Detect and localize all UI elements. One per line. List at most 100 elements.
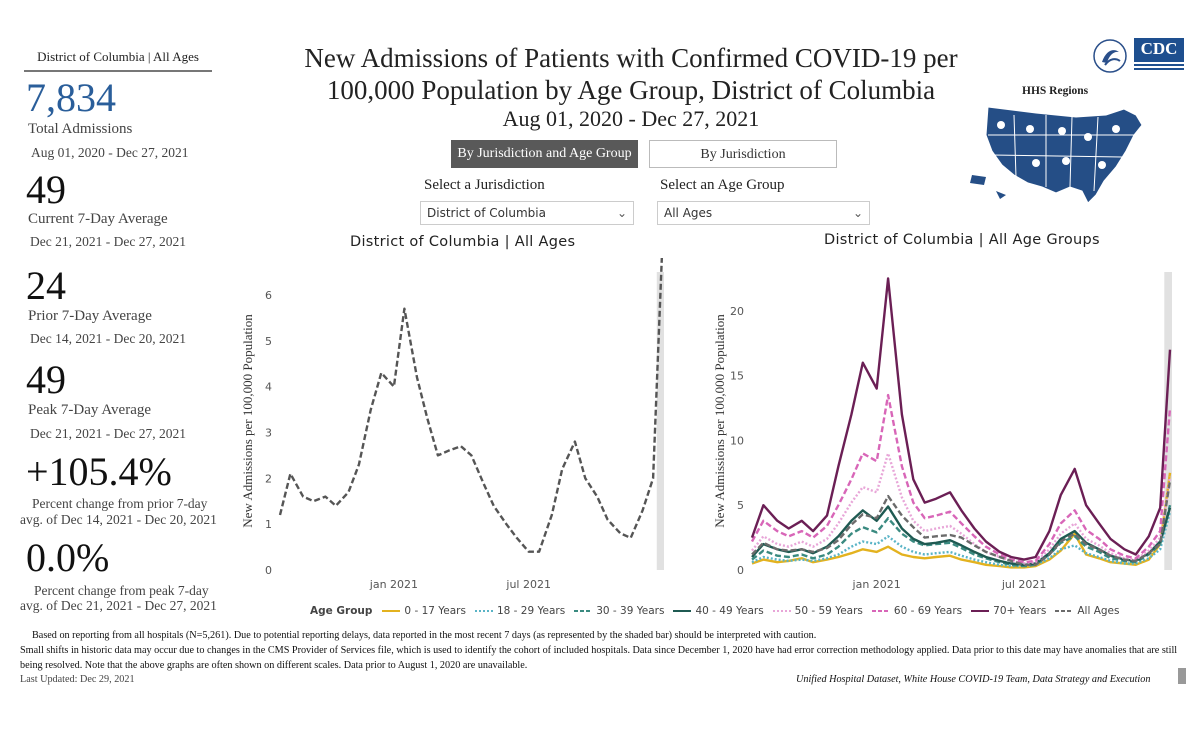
x-tick-label: jan 2021: [852, 578, 901, 591]
series-line-60-69-years: [750, 393, 1172, 564]
series-line-0-17-years: [751, 472, 1172, 569]
pct-change-peak-label: Percent change from peak 7-day: [34, 583, 209, 598]
footnote-line-3: being resolved. Note that the above grap…: [20, 660, 528, 671]
legend-swatch: [474, 610, 493, 612]
cdc-logo: [1134, 38, 1184, 74]
y-tick-label: 4: [265, 381, 272, 394]
legend: Age Group 0 - 17 Years 18 - 29 Years 30 - …: [310, 603, 1128, 619]
x-tick-label: jul 2021: [1001, 578, 1047, 591]
cdc-logo-text: CDC: [1140, 39, 1178, 58]
x-tick-label: jan 2021: [369, 578, 418, 591]
series-line-30-39-years: [751, 504, 1172, 568]
footnote-line-2: Small shifts in historic data may occur …: [20, 645, 1178, 656]
jurisdiction-select[interactable]: District of Columbia ⌄: [420, 201, 634, 225]
legend-label: 0 - 17 Years: [404, 605, 466, 617]
y-axis-label: New Admissions per 100,000 Population: [240, 314, 255, 528]
total-admissions-label: Total Admissions: [28, 121, 133, 137]
hhs-logo-icon: [1092, 36, 1128, 76]
y-axis-label: New Admissions per 100,000 Population: [712, 314, 727, 528]
y-tick-label: 5: [265, 335, 272, 348]
legend-label: 50 - 59 Years: [794, 605, 863, 617]
peak-avg-value: 49: [26, 357, 66, 402]
legend-item[interactable]: 30 - 39 Years: [574, 605, 664, 617]
age-group-select-value: All Ages: [664, 206, 713, 220]
series-line-all-ages: [278, 258, 664, 553]
legend-swatch: [673, 610, 692, 612]
stats-header: District of Columbia | All Ages: [24, 44, 212, 72]
current-avg-dates: Dec 21, 2021 - Dec 27, 2021: [30, 234, 186, 249]
legend-swatch: [1055, 610, 1074, 612]
series-line-all-ages: [751, 480, 1172, 566]
series-line-50-59-years: [751, 452, 1172, 565]
page-title-line1: New Admissions of Patients with Confirme…: [304, 43, 958, 73]
legend-item[interactable]: 50 - 59 Years: [772, 605, 863, 617]
legend-item[interactable]: 70+ Years: [971, 605, 1046, 617]
legend-label: 70+ Years: [993, 605, 1047, 617]
y-tick-label: 0: [737, 564, 744, 577]
last-updated: Last Updated: Dec 29, 2021: [20, 674, 135, 685]
chart-title-all-age-groups: District of Columbia | All Age Groups: [824, 232, 1100, 248]
prior-avg-value: 24: [26, 263, 66, 308]
page-title-line2: 100,000 Population by Age Group, Distric…: [326, 75, 936, 105]
legend-swatch: [574, 610, 593, 612]
legend-items: 0 - 17 Years 18 - 29 Years 30 - 39 Years 40…: [382, 605, 1128, 617]
prior-avg-label: Prior 7-Day Average: [28, 308, 152, 324]
peak-avg-dates: Dec 21, 2021 - Dec 27, 2021: [30, 426, 186, 441]
chart-title-all-ages: District of Columbia | All Ages: [350, 234, 576, 250]
legend-swatch: [971, 610, 990, 612]
title-block: New Admissions of Patients with Confirme…: [262, 42, 1000, 132]
y-tick-label: 10: [730, 434, 744, 447]
legend-label: 18 - 29 Years: [496, 605, 566, 617]
series-line-70-years: [750, 277, 1172, 561]
y-tick-label: 6: [265, 289, 272, 302]
legend-item[interactable]: 40 - 49 Years: [673, 605, 764, 617]
current-avg-label: Current 7-Day Average: [28, 211, 168, 227]
y-tick-label: 3: [265, 426, 272, 439]
scroll-handle[interactable]: [1178, 668, 1186, 684]
legend-item[interactable]: All Ages: [1055, 605, 1119, 617]
series-line-18-29-years: [751, 511, 1172, 568]
y-tick-label: 2: [265, 472, 272, 485]
current-avg-value: 49: [26, 167, 66, 212]
tab-by-jurisdiction[interactable]: By Jurisdiction: [649, 140, 837, 168]
y-tick-label: 20: [730, 305, 744, 318]
pct-change-peak-dates: avg. of Dec 21, 2021 - Dec 27, 2021: [20, 598, 217, 613]
hhs-regions-label: HHS Regions: [1022, 85, 1089, 97]
legend-label: 30 - 39 Years: [596, 605, 665, 617]
jurisdiction-select-value: District of Columbia: [427, 206, 546, 220]
y-tick-label: 1: [265, 518, 272, 531]
hhs-regions-map[interactable]: [966, 95, 1156, 210]
tab-by-jurisdiction-and-age-group[interactable]: By Jurisdiction and Age Group: [451, 140, 638, 168]
legend-title: Age Group: [310, 605, 373, 617]
x-tick-label: jul 2021: [505, 578, 551, 591]
pct-change-prior-dates: avg. of Dec 14, 2021 - Dec 20, 2021: [20, 512, 217, 527]
chart-all-ages[interactable]: 0 1 2 3 4 5 6 jan 2021 jul 2021 New Admissions pe…: [226, 258, 672, 598]
data-source: Unified Hospital Dataset, White House CO…: [796, 674, 1151, 685]
legend-swatch: [772, 610, 791, 612]
chevron-down-icon: ⌄: [852, 206, 863, 220]
jurisdiction-select-label: Select a Jurisdiction: [424, 177, 545, 193]
total-admissions-value: 7,834: [26, 75, 116, 120]
footnote-line-1: Based on reporting from all hospitals (N…: [32, 630, 817, 641]
y-tick-label: 0: [265, 564, 272, 577]
total-admissions-dates: Aug 01, 2020 - Dec 27, 2021: [31, 145, 189, 160]
age-group-select[interactable]: All Ages ⌄: [657, 201, 870, 225]
legend-swatch: [871, 610, 890, 612]
prior-avg-dates: Dec 14, 2021 - Dec 20, 2021: [30, 331, 186, 346]
legend-swatch: [382, 610, 401, 612]
y-tick-label: 5: [737, 499, 744, 512]
legend-item[interactable]: 60 - 69 Years: [871, 605, 963, 617]
pct-change-peak-value: 0.0%: [26, 535, 110, 580]
pct-change-prior-label: Percent change from prior 7-day: [32, 496, 208, 511]
page-subtitle: Aug 01, 2020 - Dec 27, 2021: [502, 106, 760, 131]
age-group-select-label: Select an Age Group: [660, 177, 785, 193]
legend-item[interactable]: 18 - 29 Years: [474, 605, 566, 617]
pct-change-prior-value: +105.4%: [26, 449, 172, 494]
legend-label: All Ages: [1077, 605, 1120, 617]
legend-label: 40 - 49 Years: [695, 605, 764, 617]
chart-all-age-groups[interactable]: 0 5 10 15 20 jan 2021 jul 2021 New Admissions p…: [712, 258, 1182, 598]
peak-avg-label: Peak 7-Day Average: [28, 402, 152, 418]
legend-label: 60 - 69 Years: [893, 605, 963, 617]
legend-item[interactable]: 0 - 17 Years: [382, 605, 466, 617]
chevron-down-icon: ⌄: [616, 206, 627, 220]
